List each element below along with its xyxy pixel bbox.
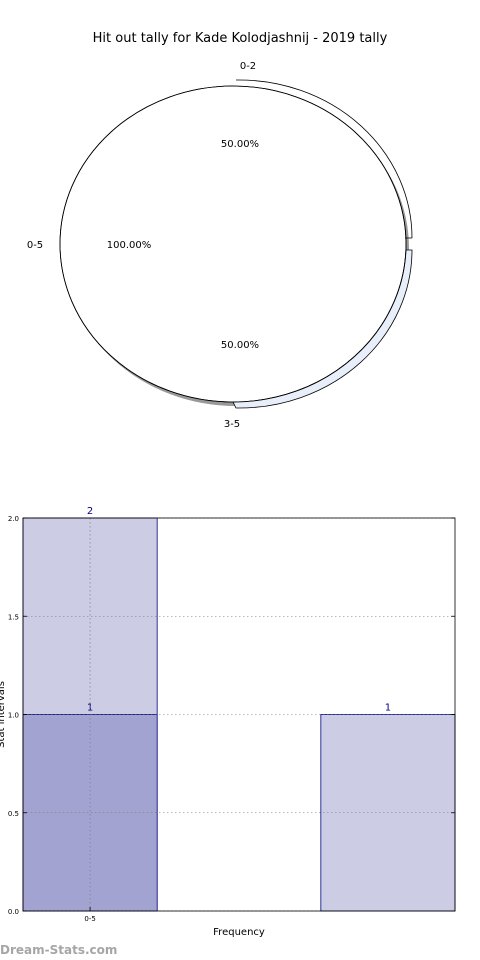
- pie-label-0-5: 0-5: [27, 240, 43, 251]
- bar-data-label: 2: [87, 506, 93, 517]
- pie-slice-0-2: [235, 79, 413, 239]
- pie-label-0-2: 0-2: [240, 61, 256, 72]
- bar-data-label: 1: [385, 703, 391, 714]
- pie-pct-0-5: 100.00%: [107, 240, 152, 251]
- y-tick-label: 0.0: [8, 908, 19, 916]
- pie-outline: [59, 85, 407, 403]
- watermark: Dream-Stats.com: [0, 943, 118, 957]
- y-tick-label: 2.0: [8, 515, 19, 523]
- x-axis-label: Frequency: [213, 927, 265, 938]
- x-tick-label: 0-5: [84, 915, 95, 923]
- y-tick-label: 1.5: [8, 613, 19, 621]
- page-title: Hit out tally for Kade Kolodjashnij - 20…: [92, 31, 388, 46]
- pie-chart: 0-2 0-5 3-5 50.00% 100.00% 50.00%: [27, 61, 413, 430]
- y-axis-label: Stat intervals: [0, 681, 7, 748]
- pie-label-3-5: 3-5: [224, 419, 240, 430]
- y-tick-label: 1.0: [8, 712, 19, 720]
- pie-pct-0-2: 50.00%: [221, 139, 259, 150]
- pie-pct-3-5: 50.00%: [221, 340, 259, 351]
- y-tick-label: 0.5: [8, 810, 19, 818]
- bar-data-label: 1: [87, 703, 93, 714]
